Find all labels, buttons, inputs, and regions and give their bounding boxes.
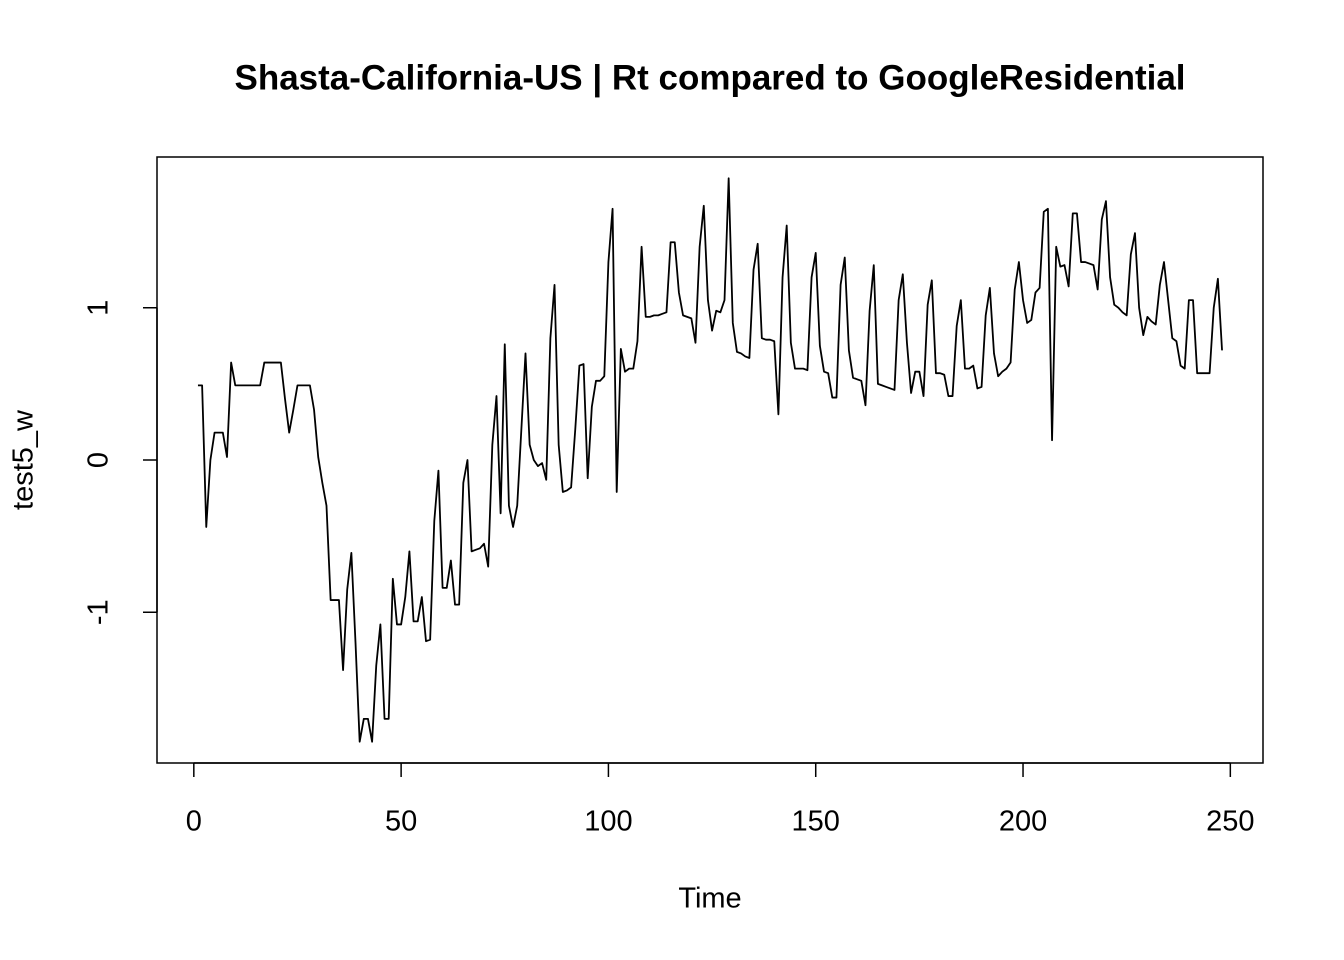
plot-box xyxy=(156,156,1264,764)
x-tick-label: 50 xyxy=(385,806,417,838)
data-line xyxy=(197,177,1223,743)
x-axis-title: Time xyxy=(678,883,741,915)
y-tick-label: 0 xyxy=(83,452,115,468)
x-tick-label: 0 xyxy=(186,806,202,838)
y-tick-label: 1 xyxy=(83,300,115,316)
y-axis-title: test5_w xyxy=(8,409,40,510)
x-tick-label: 200 xyxy=(999,806,1047,838)
x-tick-label: 250 xyxy=(1206,806,1254,838)
x-tick-label: 100 xyxy=(584,806,632,838)
x-tick-label: 150 xyxy=(792,806,840,838)
chart-title: Shasta-California-US | Rt compared to Go… xyxy=(234,58,1185,97)
y-tick-label: -1 xyxy=(83,599,115,625)
